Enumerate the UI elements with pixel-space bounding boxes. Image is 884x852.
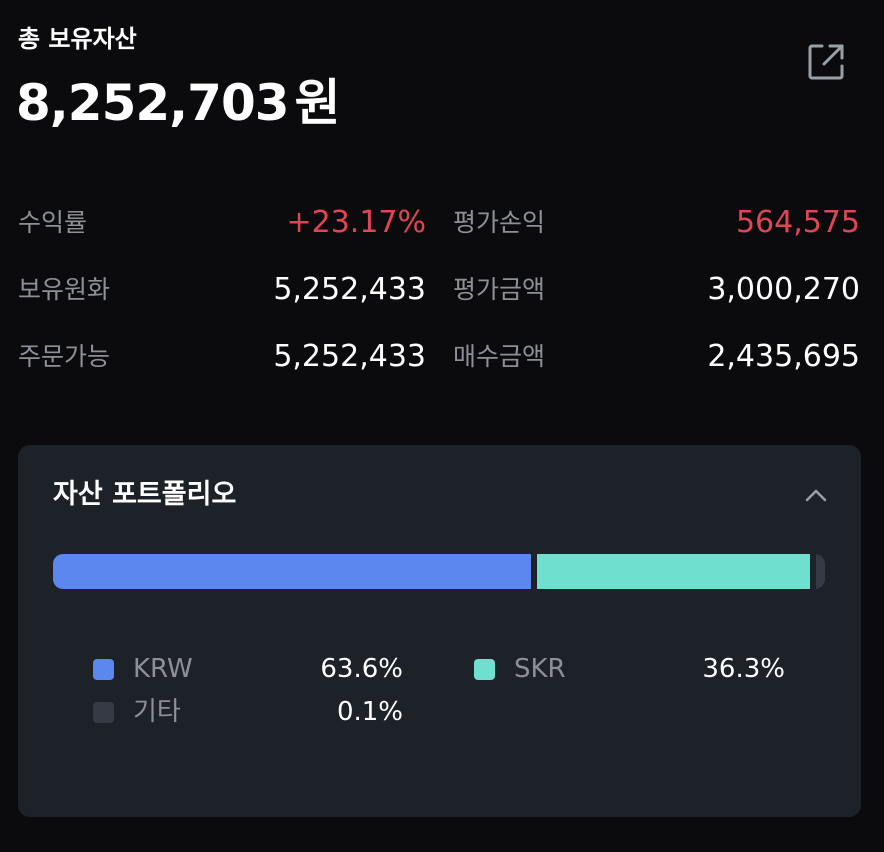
legend-item-skr: SKR 36.3% (474, 649, 785, 689)
legend-label-krw: KRW (133, 654, 193, 684)
allocation-segment-other (809, 554, 825, 589)
total-amount: 8,252,703 (16, 74, 290, 132)
yield-value: +23.17% (286, 205, 426, 240)
eval-pnl-label: 평가손익 (453, 208, 546, 237)
eval-pnl-value: 564,575 (735, 205, 860, 240)
legend-swatch-krw (93, 659, 114, 680)
external-link-icon (808, 44, 844, 80)
chevron-up-icon (805, 489, 827, 502)
stat-row-holding: 보유원화 5,252,433 평가금액 3,000,270 (0, 257, 884, 323)
stat-row-orderable: 주문가능 5,252,433 매수금액 2,435,695 (0, 324, 884, 390)
page-title: 총 보유자산 (18, 25, 137, 53)
orderable-value: 5,252,433 (273, 339, 426, 374)
legend-swatch-other (93, 702, 114, 723)
legend-percent-krw: 63.6% (320, 654, 403, 684)
legend-percent-other: 0.1% (336, 697, 403, 727)
total-unit: 원 (294, 74, 341, 132)
yield-label: 수익률 (18, 208, 88, 237)
legend-label-other: 기타 (133, 697, 181, 727)
krw-holding-label: 보유원화 (18, 275, 111, 304)
collapse-button[interactable] (798, 477, 834, 513)
legend-swatch-skr (474, 659, 495, 680)
legend-label-skr: SKR (514, 654, 566, 684)
eval-amount-value: 3,000,270 (707, 272, 860, 307)
buy-amount-label: 매수금액 (453, 342, 546, 371)
allocation-segment-krw (53, 554, 532, 589)
legend-percent-skr: 36.3% (702, 654, 785, 684)
total-assets-value: 8,252,703 원 (16, 70, 341, 136)
legend-item-other: 기타 0.1% (93, 692, 403, 732)
portfolio-title: 자산 포트폴리오 (53, 479, 237, 510)
stat-row-yield: 수익률 +23.17% 평가손익 564,575 (0, 190, 884, 256)
external-link-button[interactable] (798, 36, 854, 88)
portfolio-card: 자산 포트폴리오 KRW 63.6% SKR 36.3% 기타 0.1% (18, 445, 861, 817)
buy-amount-value: 2,435,695 (707, 339, 860, 374)
orderable-label: 주문가능 (18, 342, 111, 371)
allocation-segment-skr (531, 554, 810, 589)
legend-item-krw: KRW 63.6% (93, 649, 403, 689)
eval-amount-label: 평가금액 (453, 275, 546, 304)
portfolio-allocation-bar (53, 554, 825, 589)
krw-holding-value: 5,252,433 (273, 272, 426, 307)
